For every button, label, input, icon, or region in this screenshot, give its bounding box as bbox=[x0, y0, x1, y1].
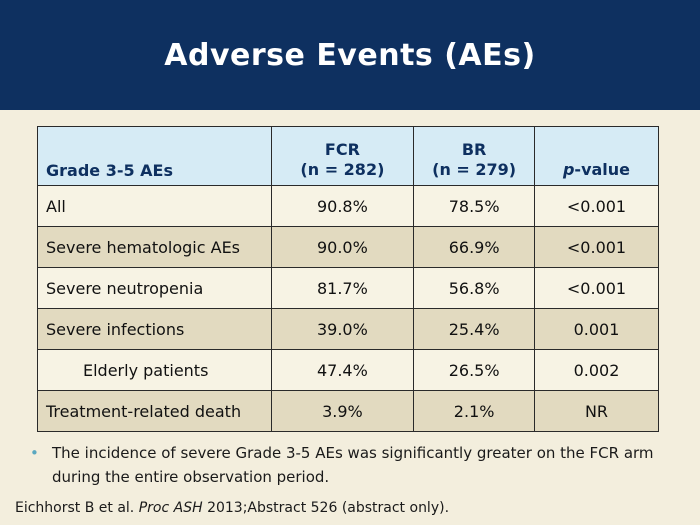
fcr-value: 90.8% bbox=[270, 185, 415, 227]
table-header-row: Grade 3-5 AEs FCR (n = 282) BR (n = 279)… bbox=[37, 126, 659, 186]
citation-authors: Eichhorst B et al. bbox=[15, 500, 135, 516]
row-label: Elderly patients bbox=[37, 349, 272, 391]
header-fcr-n: (n = 282) bbox=[300, 160, 385, 179]
p-value: NR bbox=[534, 390, 659, 432]
br-value: 2.1% bbox=[413, 390, 535, 432]
p-value: <0.001 bbox=[534, 226, 659, 268]
fcr-value: 3.9% bbox=[270, 390, 415, 432]
header-p-value: p-value bbox=[534, 126, 659, 186]
adverse-events-table: Grade 3-5 AEs FCR (n = 282) BR (n = 279)… bbox=[37, 126, 659, 432]
br-value: 56.8% bbox=[413, 267, 535, 309]
title-bar: Adverse Events (AEs) bbox=[0, 0, 700, 110]
header-br: BR (n = 279) bbox=[413, 126, 535, 186]
header-grade-3-5-aes: Grade 3-5 AEs bbox=[37, 126, 272, 186]
bullet-point: • The incidence of severe Grade 3-5 AEs … bbox=[30, 441, 670, 489]
p-value: 0.002 bbox=[534, 349, 659, 391]
br-value: 25.4% bbox=[413, 308, 535, 350]
citation-details: 2013;Abstract 526 (abstract only). bbox=[207, 500, 450, 516]
br-value: 26.5% bbox=[413, 349, 535, 391]
fcr-value: 47.4% bbox=[270, 349, 415, 391]
row-label: Severe hematologic AEs bbox=[37, 226, 272, 268]
header-fcr: FCR (n = 282) bbox=[270, 126, 415, 186]
table-row: Treatment-related death 3.9% 2.1% NR bbox=[37, 390, 659, 432]
header-p-rest: -value bbox=[574, 160, 631, 179]
p-value: <0.001 bbox=[534, 185, 659, 227]
header-br-name: BR bbox=[461, 140, 487, 159]
br-value: 66.9% bbox=[413, 226, 535, 268]
row-label: Severe infections bbox=[37, 308, 272, 350]
br-value: 78.5% bbox=[413, 185, 535, 227]
citation-journal: Proc ASH bbox=[138, 500, 203, 516]
fcr-value: 81.7% bbox=[270, 267, 415, 309]
header-p-italic: p bbox=[562, 160, 575, 179]
header-fcr-name: FCR bbox=[324, 140, 360, 159]
table-row: Severe infections 39.0% 25.4% 0.001 bbox=[37, 308, 659, 350]
table-row: Severe hematologic AEs 90.0% 66.9% <0.00… bbox=[37, 226, 659, 268]
table-row: All 90.8% 78.5% <0.001 bbox=[37, 185, 659, 227]
p-value: 0.001 bbox=[534, 308, 659, 350]
row-label: All bbox=[37, 185, 272, 227]
bullet-dot-icon: • bbox=[30, 444, 39, 462]
slide-title: Adverse Events (AEs) bbox=[164, 38, 536, 73]
fcr-value: 39.0% bbox=[270, 308, 415, 350]
row-label: Treatment-related death bbox=[37, 390, 272, 432]
table-row: Severe neutropenia 81.7% 56.8% <0.001 bbox=[37, 267, 659, 309]
bullet-text: The incidence of severe Grade 3-5 AEs wa… bbox=[52, 444, 654, 486]
table-row: Elderly patients 47.4% 26.5% 0.002 bbox=[37, 349, 659, 391]
row-label: Severe neutropenia bbox=[37, 267, 272, 309]
p-value: <0.001 bbox=[534, 267, 659, 309]
header-br-n: (n = 279) bbox=[432, 160, 517, 179]
citation-footnote: Eichhorst B et al. Proc ASH 2013;Abstrac… bbox=[15, 500, 449, 516]
fcr-value: 90.0% bbox=[270, 226, 415, 268]
